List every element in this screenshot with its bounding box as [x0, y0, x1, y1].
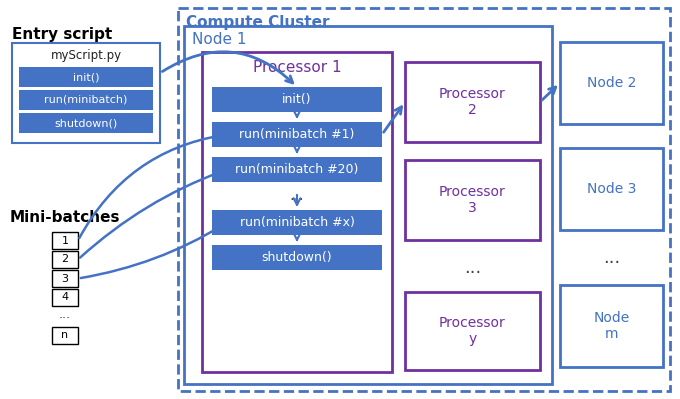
Text: ...: ...: [603, 249, 620, 267]
Text: Compute Cluster: Compute Cluster: [186, 14, 330, 30]
Bar: [212, 157, 382, 182]
Bar: [52, 251, 78, 268]
Bar: [560, 42, 663, 124]
Text: Mini-batches: Mini-batches: [10, 211, 120, 225]
Text: myScript.py: myScript.py: [50, 49, 122, 61]
Text: ...: ...: [290, 188, 305, 203]
Text: Processor
3: Processor 3: [439, 185, 506, 215]
Bar: [19, 90, 153, 110]
Bar: [560, 285, 663, 367]
Bar: [212, 122, 382, 147]
Bar: [202, 52, 392, 372]
Text: Entry script: Entry script: [12, 28, 112, 43]
Text: ...: ...: [464, 259, 481, 277]
Bar: [212, 245, 382, 270]
Bar: [405, 292, 540, 370]
Text: shutdown(): shutdown(): [262, 251, 333, 264]
Text: ...: ...: [59, 308, 71, 320]
Bar: [52, 270, 78, 287]
Bar: [52, 232, 78, 249]
Text: Node 3: Node 3: [587, 182, 636, 196]
Text: Processor
y: Processor y: [439, 316, 506, 346]
Bar: [405, 62, 540, 142]
Bar: [405, 160, 540, 240]
Text: 3: 3: [61, 273, 69, 284]
Text: 2: 2: [61, 255, 69, 265]
Text: run(minibatch): run(minibatch): [44, 95, 128, 105]
Text: shutdown(): shutdown(): [54, 118, 118, 128]
Text: 1: 1: [61, 235, 69, 245]
Bar: [178, 8, 670, 391]
Bar: [184, 26, 552, 384]
Text: Processor 1: Processor 1: [253, 61, 341, 75]
Bar: [19, 113, 153, 133]
Bar: [560, 148, 663, 230]
Bar: [52, 289, 78, 306]
Text: run(minibatch #1): run(minibatch #1): [239, 128, 355, 141]
Bar: [12, 43, 160, 143]
Bar: [212, 210, 382, 235]
Text: run(minibatch #20): run(minibatch #20): [235, 163, 358, 176]
Text: Node 2: Node 2: [587, 76, 636, 90]
Text: Node 1: Node 1: [192, 32, 246, 47]
Bar: [19, 67, 153, 87]
Text: init(): init(): [73, 72, 99, 82]
Text: Node
m: Node m: [594, 311, 630, 341]
Bar: [52, 327, 78, 344]
Text: 4: 4: [61, 292, 69, 302]
Bar: [212, 87, 382, 112]
Text: n: n: [61, 330, 69, 340]
Text: init(): init(): [282, 93, 311, 106]
Text: run(minibatch #x): run(minibatch #x): [239, 216, 354, 229]
Text: Processor
2: Processor 2: [439, 87, 506, 117]
